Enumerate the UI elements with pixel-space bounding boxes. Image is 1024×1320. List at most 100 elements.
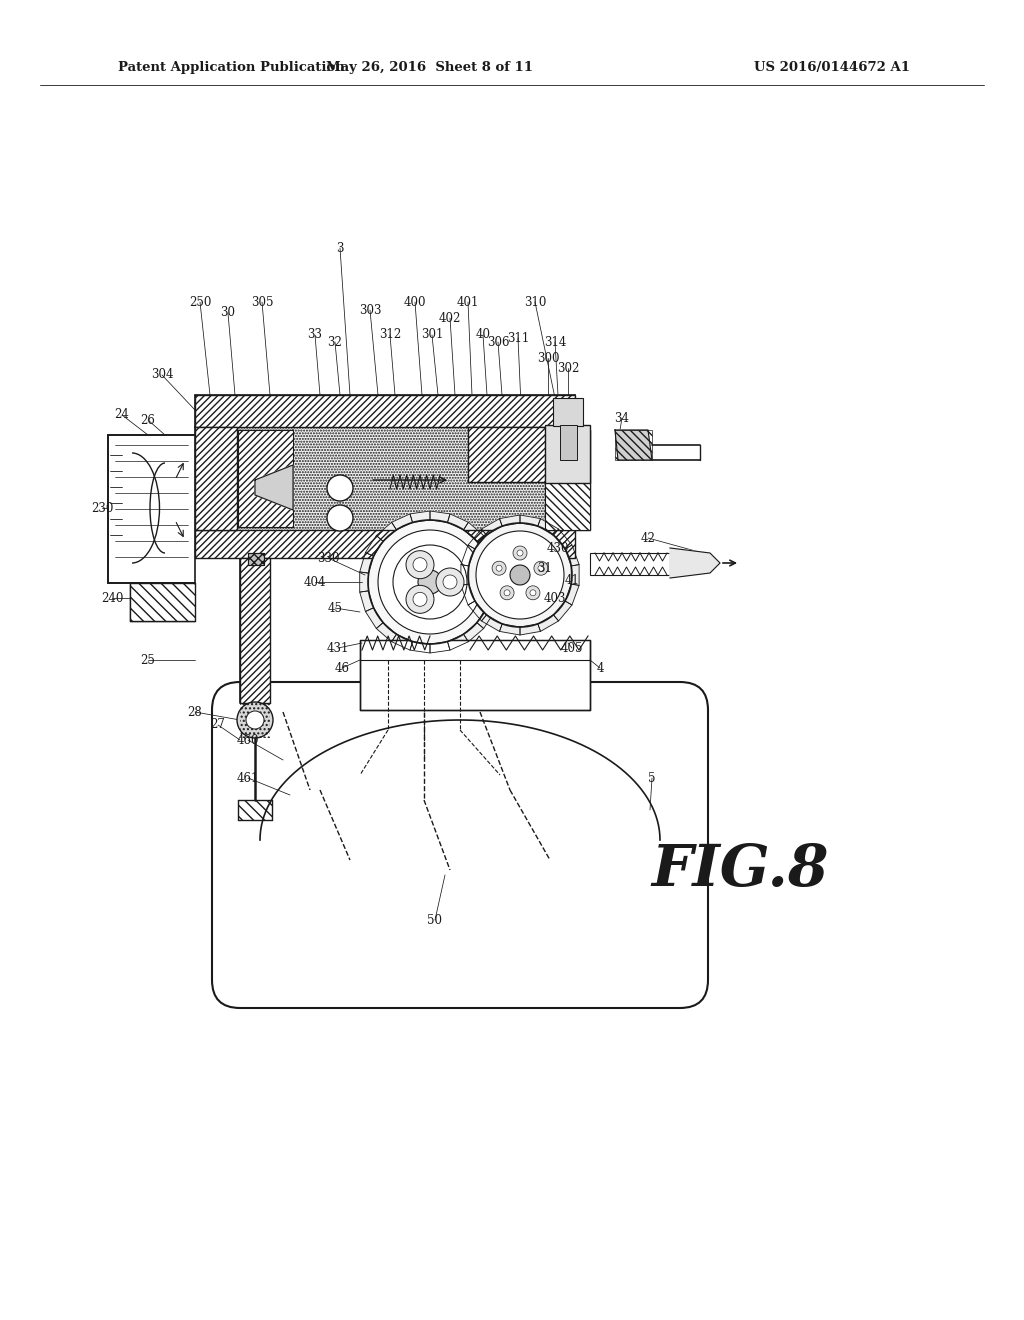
Polygon shape <box>366 607 383 628</box>
Polygon shape <box>430 642 450 653</box>
Polygon shape <box>565 583 580 605</box>
Bar <box>238 800 272 820</box>
Text: 301: 301 <box>421 329 443 342</box>
Polygon shape <box>500 624 520 635</box>
Text: 460: 460 <box>237 734 259 747</box>
Text: 311: 311 <box>507 331 529 345</box>
Circle shape <box>500 586 514 599</box>
Polygon shape <box>468 529 486 549</box>
Circle shape <box>496 565 502 572</box>
Bar <box>195 531 575 558</box>
Text: 401: 401 <box>457 296 479 309</box>
Circle shape <box>246 711 264 729</box>
Polygon shape <box>447 634 468 651</box>
Circle shape <box>406 585 434 614</box>
Bar <box>553 399 583 426</box>
Circle shape <box>413 557 427 572</box>
Text: 3: 3 <box>336 242 344 255</box>
Bar <box>468 426 575 482</box>
Polygon shape <box>670 548 720 578</box>
Text: 30: 30 <box>220 306 236 319</box>
Text: 400: 400 <box>403 296 426 309</box>
Circle shape <box>443 576 457 589</box>
Text: 27: 27 <box>211 718 225 731</box>
Polygon shape <box>377 523 396 541</box>
Polygon shape <box>366 536 383 556</box>
Polygon shape <box>359 553 374 573</box>
Bar <box>545 430 590 531</box>
Text: 50: 50 <box>427 913 442 927</box>
Polygon shape <box>359 591 374 611</box>
Polygon shape <box>410 511 430 523</box>
Circle shape <box>327 506 353 531</box>
Polygon shape <box>410 642 430 653</box>
Text: 330: 330 <box>316 552 339 565</box>
Text: 26: 26 <box>140 413 156 426</box>
Polygon shape <box>391 513 413 529</box>
Bar <box>195 426 237 531</box>
Text: May 26, 2016  Sheet 8 of 11: May 26, 2016 Sheet 8 of 11 <box>327 62 534 74</box>
Bar <box>240 704 270 738</box>
Circle shape <box>418 570 442 594</box>
Polygon shape <box>430 511 450 523</box>
Polygon shape <box>461 545 475 566</box>
Bar <box>238 430 293 527</box>
Polygon shape <box>492 572 501 593</box>
Circle shape <box>493 561 506 576</box>
Text: 31: 31 <box>538 561 552 574</box>
Text: Patent Application Publication: Patent Application Publication <box>118 62 345 74</box>
Circle shape <box>510 565 530 585</box>
Polygon shape <box>571 565 580 585</box>
Text: 314: 314 <box>544 335 566 348</box>
Polygon shape <box>391 634 413 651</box>
Text: FIG.8: FIG.8 <box>651 842 828 898</box>
Text: 42: 42 <box>641 532 655 544</box>
Text: 41: 41 <box>564 573 580 586</box>
Bar <box>545 425 590 483</box>
Bar <box>108 436 195 583</box>
Bar <box>615 430 652 459</box>
Bar <box>240 558 270 704</box>
Circle shape <box>534 561 548 576</box>
Text: 25: 25 <box>140 653 156 667</box>
Text: 430: 430 <box>547 541 569 554</box>
Polygon shape <box>486 553 501 573</box>
FancyBboxPatch shape <box>212 682 708 1008</box>
Circle shape <box>413 593 427 606</box>
Text: 306: 306 <box>486 335 509 348</box>
Text: 46: 46 <box>335 661 349 675</box>
Circle shape <box>368 520 492 644</box>
Polygon shape <box>520 624 541 635</box>
Text: 431: 431 <box>327 642 349 655</box>
Bar <box>237 426 575 531</box>
Polygon shape <box>553 529 572 549</box>
Text: 230: 230 <box>91 502 114 515</box>
Circle shape <box>530 590 536 595</box>
Polygon shape <box>538 519 558 535</box>
Polygon shape <box>477 607 495 628</box>
Text: 250: 250 <box>188 296 211 309</box>
Text: 304: 304 <box>151 368 173 381</box>
Polygon shape <box>461 583 475 605</box>
Text: 40: 40 <box>475 329 490 342</box>
Circle shape <box>436 568 464 597</box>
Polygon shape <box>359 572 369 593</box>
Polygon shape <box>553 601 572 620</box>
Polygon shape <box>447 513 468 529</box>
Circle shape <box>476 531 564 619</box>
Polygon shape <box>461 565 469 585</box>
Circle shape <box>406 550 434 578</box>
Polygon shape <box>520 515 541 527</box>
Text: 300: 300 <box>537 351 559 364</box>
Polygon shape <box>477 536 495 556</box>
Text: US 2016/0144672 A1: US 2016/0144672 A1 <box>754 62 910 74</box>
Text: 305: 305 <box>251 296 273 309</box>
Polygon shape <box>615 430 652 459</box>
Text: 5: 5 <box>648 771 655 784</box>
Bar <box>130 583 195 620</box>
Circle shape <box>468 523 572 627</box>
Circle shape <box>378 531 482 634</box>
Circle shape <box>513 546 527 560</box>
Bar <box>248 553 264 565</box>
Text: 302: 302 <box>557 362 580 375</box>
